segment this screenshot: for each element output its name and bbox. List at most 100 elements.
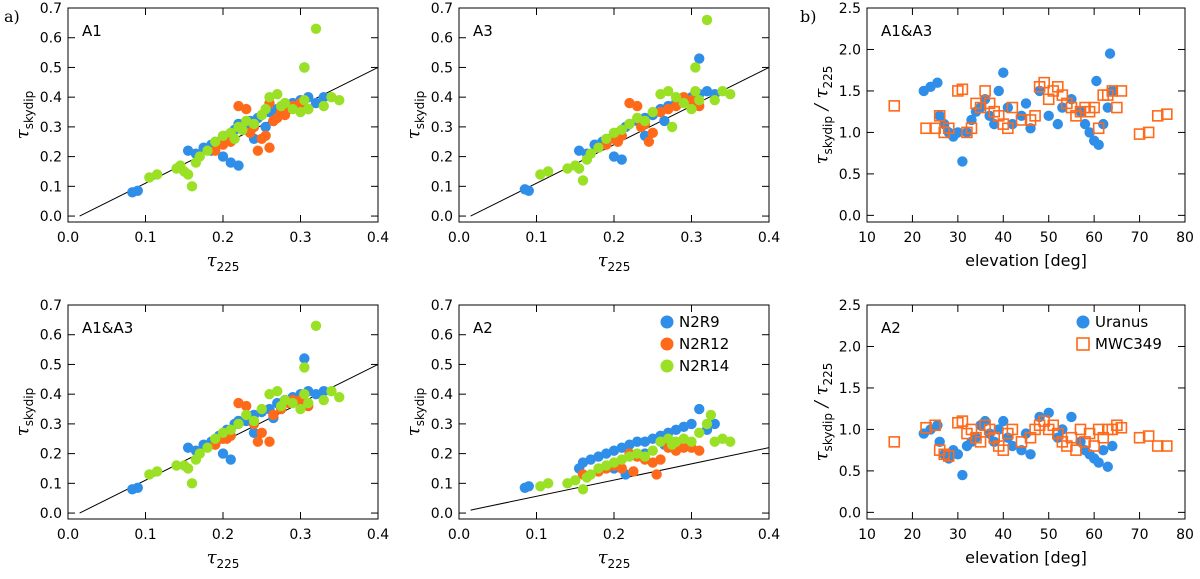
chart-1-ytick-label: 0.1 — [40, 179, 62, 195]
chart-2-point-n2r14 — [666, 121, 678, 133]
chart-2-ytick-label: 0.1 — [431, 179, 453, 195]
chart-3-point-mwc349 — [929, 122, 941, 135]
chart-2-point-n2r14 — [709, 94, 720, 106]
chart-1-point-n2r12 — [264, 142, 275, 153]
chart-6-point-mwc349 — [1083, 427, 1096, 440]
chart-1-panel-label: A1 — [82, 22, 102, 40]
chart-3-xtick-label: 60 — [1085, 230, 1103, 246]
chart-5-point-n2r12 — [694, 445, 705, 456]
chart-4-point-n2r14 — [256, 403, 267, 415]
chart-3: 10 20 30 40 50 60 70 80 0.0 0.5 1.0 1.5 2.0 2.5 elevat… — [811, 1, 1194, 270]
chart-3-ytick-label: 1.0 — [839, 125, 861, 141]
chart-6-point-mwc349 — [1015, 436, 1028, 448]
chart-1-point-n2r14 — [299, 62, 310, 73]
chart-2-ylabel: τskydip — [403, 91, 427, 139]
figure-label-a: a) — [4, 7, 20, 26]
chart-4-point-n2r9 — [299, 353, 310, 364]
chart-1-point-n2r14 — [151, 169, 163, 180]
chart-2-point-n2r14 — [701, 14, 713, 26]
chart-4-point-n2r12 — [264, 436, 275, 447]
chart-3-point-uranus — [1084, 127, 1095, 138]
chart-4-point-n2r14 — [182, 463, 194, 474]
chart-5-xlabel: τ225 — [598, 547, 631, 571]
chart-1-ylabel: τskydip — [12, 91, 36, 139]
chart-6-xtick-label: 10 — [858, 527, 876, 543]
chart-6-ytick-label: 2.0 — [839, 339, 861, 355]
chart-2-point-n2r14 — [593, 142, 604, 153]
chart-5-point-n2r9 — [694, 403, 705, 415]
chart-3-xtick-label: 80 — [1176, 230, 1194, 246]
chart-4-point-n2r14 — [272, 385, 283, 397]
chart-3-ytick-label: 0.0 — [839, 208, 861, 224]
chart-6-point-uranus — [1066, 411, 1077, 423]
chart-3-point-mwc349 — [942, 122, 955, 135]
chart-5-point-n2r14 — [701, 418, 713, 430]
chart-6-ytick-label: 0.5 — [839, 464, 861, 480]
chart-6-legend-label: MWC349 — [1095, 335, 1162, 353]
chart-6-point-mwc349 — [888, 436, 901, 448]
chart-1-xtick-label: 0.3 — [289, 230, 311, 246]
chart-4-point-n2r14 — [210, 433, 221, 444]
chart-5-legend-marker — [660, 359, 674, 373]
chart-3-point-mwc349 — [974, 101, 987, 114]
chart-4-point-n2r12 — [256, 427, 267, 439]
chart-6-point-uranus — [1007, 440, 1018, 452]
chart-6-legend-marker — [1076, 337, 1090, 351]
chart-5-xtick-label: 0.4 — [758, 527, 780, 543]
chart-1-point-n2r14 — [248, 118, 260, 130]
chart-2-ytick-label: 0.2 — [431, 150, 453, 166]
chart-3-xtick-label: 10 — [858, 230, 876, 246]
chart-1-frame — [67, 7, 379, 223]
chart-3-point-uranus — [1102, 102, 1113, 113]
chart-4-point-n2r14 — [194, 448, 205, 459]
chart-1-xtick-label: 0.1 — [134, 230, 156, 246]
chart-4-xtick-label: 0.1 — [134, 527, 156, 543]
chart-5-point-n2r12 — [678, 442, 689, 453]
chart-3-point-uranus — [993, 85, 1004, 97]
chart-6-point-mwc349 — [956, 415, 969, 427]
chart-1-xtick-label: 0.0 — [57, 230, 79, 246]
chart-1-point-n2r14 — [318, 100, 329, 112]
chart-5-point-n2r14 — [686, 436, 697, 447]
chart-4-ytick-label: 0.7 — [40, 298, 62, 314]
chart-2-point-n2r12 — [632, 100, 643, 112]
chart-2-point-n2r14 — [678, 97, 689, 109]
chart-6-legend-label: Uranus — [1095, 313, 1148, 331]
chart-6-point-mwc349 — [1088, 440, 1100, 452]
chart-3-point-mwc349 — [1029, 110, 1041, 122]
chart-4-point-n2r14 — [225, 424, 236, 436]
chart-1-xtick-label: 0.4 — [367, 230, 389, 246]
chart-3-panel-label: A1&A3 — [881, 22, 932, 40]
chart-2-point-n2r14 — [690, 62, 701, 73]
plots-container: 0.0 0.1 0.2 0.3 0.4 0.0 0.1 0.2 0.3 0.4 0.5 0.6 0.7 τ… — [12, 1, 1194, 571]
chart-3-xtick-label: 50 — [1040, 230, 1058, 246]
chart-1-point-n2r14 — [334, 94, 345, 106]
chart-2-point-n2r12 — [643, 136, 655, 147]
chart-3-point-uranus — [952, 127, 964, 138]
chart-6-xtick-label: 60 — [1085, 527, 1103, 543]
chart-4-xtick-label: 0.3 — [289, 527, 311, 543]
chart-3-xtick-label: 70 — [1131, 230, 1149, 246]
chart-2-point-n2r9 — [694, 53, 705, 64]
chart-2-xtick-label: 0.2 — [603, 230, 625, 246]
chart-5-xtick-label: 0.2 — [603, 527, 625, 543]
chart-5-xtick-label: 0.0 — [448, 527, 470, 543]
chart-4-frame — [67, 304, 379, 520]
chart-3-point-mwc349 — [1142, 126, 1155, 139]
chart-4-point-n2r14 — [318, 394, 329, 406]
chart-6-ytick-label: 1.0 — [839, 422, 861, 438]
chart-3-ytick-label: 0.5 — [839, 167, 861, 183]
chart-4-point-n2r14 — [303, 397, 314, 409]
chart-4-xtick-label: 0.4 — [367, 527, 389, 543]
chart-6-ylabel: τskydip / τ225 — [811, 363, 835, 462]
chart-6-xtick-label: 40 — [994, 527, 1012, 543]
chart-5-legend-label: N2R9 — [679, 313, 720, 331]
chart-4-xlabel: τ225 — [207, 547, 240, 571]
chart-3-point-mwc349 — [1015, 114, 1028, 126]
chart-3-point-uranus — [932, 77, 943, 88]
chart-4-panel-label: A1&A3 — [82, 319, 133, 337]
chart-6-ytick-label: 2.5 — [839, 298, 861, 314]
chart-5-ytick-label: 0.5 — [431, 357, 453, 373]
chart-5-point-n2r14 — [725, 436, 736, 447]
chart-4-point-n2r14 — [295, 403, 306, 415]
